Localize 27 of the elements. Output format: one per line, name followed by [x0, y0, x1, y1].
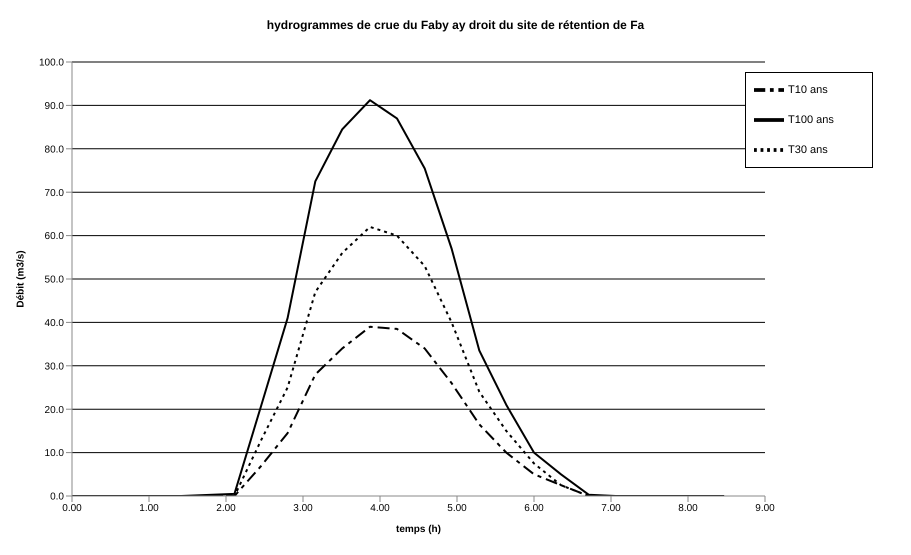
x-tick-label: 9.00 — [755, 503, 776, 514]
x-tick-label: 2.00 — [216, 503, 236, 514]
x-tick-label: 7.00 — [601, 503, 622, 514]
y-tick-label: 70.0 — [44, 188, 64, 199]
chart-title: hydrogrammes de crue du Faby ay droit du site de rétention de Fa — [266, 17, 646, 34]
y-tick-label: 10.0 — [44, 448, 64, 460]
y-tick-label: 30.0 — [44, 361, 64, 372]
x-tick-label: 1.00 — [139, 503, 160, 514]
x-tick-label: 3.00 — [293, 503, 314, 514]
x-tick-label: 5.00 — [447, 503, 468, 514]
x-tick-label: 0.00 — [62, 503, 82, 514]
y-tick-label: 100.0 — [38, 58, 64, 69]
x-tick-label: 4.00 — [370, 503, 390, 514]
x-axis-title: temps (h) — [396, 524, 441, 535]
y-axis-title: Débit (m3/s) — [16, 250, 27, 308]
legend-label: T100 ans — [788, 114, 834, 126]
y-tick-label: 80.0 — [44, 144, 64, 156]
x-tick-label: 6.00 — [524, 503, 544, 514]
legend-label: T10 ans — [788, 84, 828, 96]
y-tick-label: 50.0 — [44, 274, 64, 286]
y-tick-label: 0.0 — [50, 492, 64, 503]
y-tick-label: 90.0 — [44, 100, 64, 112]
y-tick-label: 60.0 — [44, 231, 64, 242]
x-tick-label: 8.00 — [678, 503, 698, 514]
y-tick-label: 20.0 — [44, 404, 64, 416]
y-tick-label: 40.0 — [44, 318, 64, 329]
legend-label: T30 ans — [788, 144, 828, 156]
